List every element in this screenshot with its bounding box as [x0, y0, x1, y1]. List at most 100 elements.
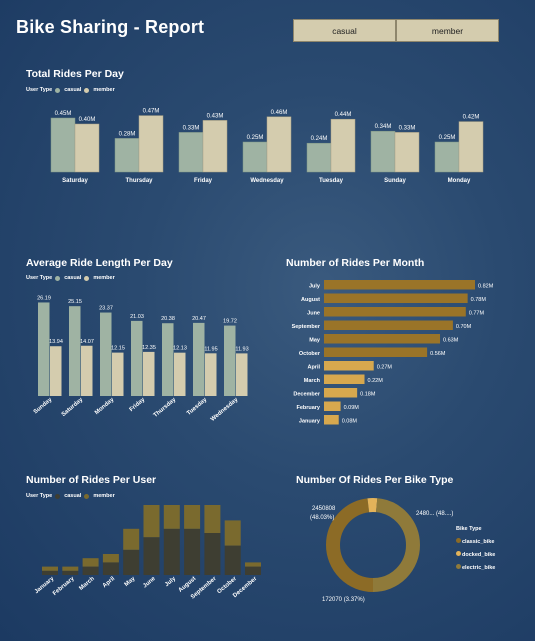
y-tick-label: January — [299, 419, 321, 425]
bar-casual — [193, 322, 205, 396]
legend-title: User Type — [26, 275, 53, 281]
bar-month — [324, 347, 428, 357]
bar-casual — [224, 545, 241, 575]
bar-member — [224, 520, 241, 546]
donut-slice-docked_bike — [326, 498, 420, 592]
bar-casual — [242, 141, 268, 173]
legend-title: Bike Type — [456, 526, 482, 532]
bar-casual — [102, 562, 119, 575]
x-tick-label: May — [124, 576, 137, 589]
data-label: 0.25M — [247, 135, 264, 141]
month-rides-title: Number of Rides Per Month — [286, 257, 425, 269]
data-label: 23.37 — [99, 306, 113, 312]
data-label: 0.33M — [183, 125, 200, 131]
bar-month — [324, 361, 374, 371]
data-label: 0.43M — [207, 113, 224, 119]
legend-casual-label: casual — [64, 493, 82, 499]
data-label: 19.72 — [223, 319, 237, 325]
legend-member-swatch — [84, 275, 90, 281]
data-label: 20.47 — [192, 316, 206, 322]
data-label: 0.09M — [344, 405, 360, 411]
bar-month — [324, 293, 468, 303]
data-label: 0.34M — [375, 124, 392, 130]
x-tick-label: Wednesday — [250, 178, 284, 184]
x-tick-label: April — [102, 576, 117, 590]
bar-month — [324, 280, 475, 290]
user-rides-legend: User Type casual member — [26, 493, 115, 499]
bar-casual — [114, 138, 140, 173]
y-tick-label: July — [309, 284, 321, 290]
legend-title: User Type — [26, 87, 53, 93]
data-label: 21.03 — [130, 314, 144, 320]
bar-member — [81, 345, 93, 396]
data-label: 0.25M — [439, 135, 456, 141]
data-label: 12.35 — [142, 345, 156, 351]
legend-item-electric: electric_bike — [456, 564, 495, 571]
bar-casual — [204, 533, 221, 575]
data-label: 0.78M — [471, 297, 487, 303]
legend-member-label: member — [93, 275, 115, 281]
donut-label-classic-pct: (48.03%) — [310, 515, 334, 521]
data-label: 20.38 — [161, 316, 175, 322]
data-label: 11.95 — [204, 346, 217, 352]
data-label: 12.13 — [173, 346, 187, 352]
data-label: 0.24M — [311, 136, 328, 142]
data-label: 0.22M — [368, 378, 384, 384]
x-tick-label: Friday — [194, 178, 213, 184]
avg-length-chart: 26.19 13.94 Sunday 25.15 14.07 Saturday 23.37 1… — [33, 295, 249, 423]
y-tick-label: May — [309, 338, 321, 344]
bar-casual — [38, 302, 50, 396]
bar-month — [324, 307, 466, 317]
data-label: 0.28M — [119, 131, 136, 137]
bar-member — [174, 352, 186, 396]
bar-casual — [370, 130, 396, 173]
x-tick-label: Saturday — [62, 178, 88, 184]
y-tick-label: December — [293, 392, 320, 398]
legend-title: User Type — [26, 493, 53, 499]
bar-member — [42, 566, 58, 571]
y-tick-label: March — [304, 378, 321, 384]
bar-casual — [434, 141, 460, 173]
bar-month — [324, 320, 453, 330]
bar-casual — [100, 312, 112, 396]
bar-month — [324, 388, 358, 398]
bar-casual — [50, 117, 76, 173]
bar-casual — [224, 325, 236, 396]
legend-casual-swatch — [55, 493, 61, 499]
y-tick-label: September — [292, 324, 321, 330]
bar-casual — [62, 570, 79, 575]
data-label: 0.56M — [430, 351, 446, 357]
y-tick-label: August — [301, 297, 320, 303]
y-tick-label: April — [307, 365, 320, 371]
legend-member-swatch — [84, 493, 90, 499]
bar-casual — [131, 320, 143, 396]
bar-month — [324, 334, 441, 344]
x-tick-label: Sunday — [384, 178, 406, 184]
legend-item-docked: docked_bike — [456, 551, 495, 558]
bar-casual — [143, 537, 160, 575]
data-label: 13.94 — [49, 339, 63, 345]
slicer-casual-button[interactable]: casual — [293, 19, 396, 42]
bar-casual — [163, 528, 180, 575]
data-label: 0.70M — [456, 324, 472, 330]
data-label: 0.45M — [55, 111, 72, 117]
x-tick-label: Sunday — [33, 397, 54, 416]
legend-casual-swatch — [55, 275, 61, 281]
bar-member — [205, 353, 217, 396]
legend-member-label: member — [93, 87, 115, 93]
slicer-member-button[interactable]: member — [396, 19, 499, 42]
legend-casual-label: casual — [64, 275, 82, 281]
bar-member — [123, 528, 140, 550]
bar-member — [102, 554, 119, 563]
avg-length-title: Average Ride Length Per Day — [26, 257, 173, 269]
data-label: 0.46M — [271, 110, 288, 116]
bar-member — [50, 346, 62, 396]
data-label: 12.15 — [111, 346, 125, 352]
bar-member — [202, 120, 228, 173]
x-tick-label: June — [142, 576, 157, 590]
donut-label-electric: 2480... (48....) — [416, 511, 453, 517]
user-rides-title: Number of Rides Per User — [26, 474, 157, 486]
bar-casual — [245, 566, 261, 575]
x-tick-label: Thursday — [153, 397, 178, 419]
x-tick-label: Wednesday — [210, 397, 240, 423]
